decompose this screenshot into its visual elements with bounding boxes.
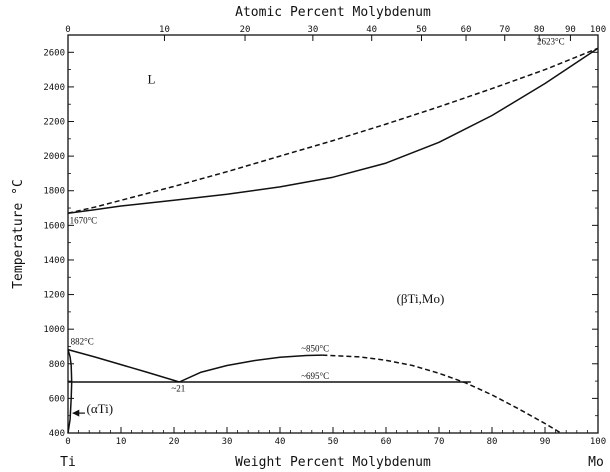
y-tick-label: 2400 <box>43 83 65 93</box>
x-tick-label: 100 <box>590 437 606 447</box>
annotation-label: 1670°C <box>70 216 98 226</box>
x2-tick-label: 70 <box>499 25 510 35</box>
y-tick-label: 2000 <box>43 152 65 162</box>
phase-boundary-4 <box>178 354 323 383</box>
x-tick-label: 20 <box>169 437 180 447</box>
y-tick-label: 1000 <box>43 325 65 335</box>
x-tick-label: 60 <box>381 437 392 447</box>
x-tick-label: 0 <box>65 437 70 447</box>
x2-tick-label: 90 <box>565 25 576 35</box>
x2-tick-label: 50 <box>416 25 427 35</box>
y-tick-label: 2200 <box>43 118 65 128</box>
phase-boundary-7 <box>67 349 73 434</box>
x2-tick-label: 100 <box>590 25 606 35</box>
phase-boundary-2 <box>67 47 599 214</box>
x-axis-title: Weight Percent Molybdenum <box>235 455 431 470</box>
phase-region-label: (βTi,Mo) <box>397 291 445 306</box>
x2-tick-label: 20 <box>240 25 251 35</box>
x-tick-label: 40 <box>275 437 286 447</box>
x-tick-label: 90 <box>540 437 551 447</box>
annotation-label: 882°C <box>71 337 94 347</box>
phase-boundary-3 <box>67 348 180 383</box>
series-layer <box>67 47 599 434</box>
annotation-label: ~21 <box>171 383 185 393</box>
y-tick-label: 1600 <box>43 221 65 231</box>
x-tick-label: 80 <box>487 437 498 447</box>
y-tick-label: 800 <box>49 360 65 370</box>
phase-boundary-5 <box>322 354 562 434</box>
y-tick-label: 600 <box>49 394 65 404</box>
phase-region-label: (αTi) <box>87 401 114 416</box>
labels-layer: 1670°C 2623°C 882°C ~850°C ~695°C ~21 L (βTi,Mo… <box>70 37 565 417</box>
x-tick-label: 10 <box>116 437 127 447</box>
y-tick-label: 1400 <box>43 256 65 266</box>
y-tick-label: 1200 <box>43 291 65 301</box>
alpha-ti-arrowhead <box>72 409 80 417</box>
x2-tick-label: 0 <box>65 25 70 35</box>
x2-tick-label: 80 <box>534 25 545 35</box>
liquid-region-label: L <box>148 71 156 86</box>
ticks-layer: 0 10 20 30 40 50 60 70 80 90 1000 10 20 30 40 50 60 70 80 9… <box>43 25 606 447</box>
y-tick-label: 400 <box>49 429 65 439</box>
top-axis-title: Atomic Percent Molybdenum <box>235 5 431 20</box>
x2-tick-label: 10 <box>159 25 170 35</box>
x-tick-label: 70 <box>434 437 445 447</box>
y-axis-title: Temperature °C <box>11 179 26 289</box>
x2-tick-label: 40 <box>366 25 377 35</box>
x2-tick-label: 60 <box>461 25 472 35</box>
annotation-label: 2623°C <box>537 37 565 47</box>
phase-boundary-1 <box>67 47 599 214</box>
ti-endpoint-label: Ti <box>60 455 76 470</box>
x2-tick-label: 30 <box>307 25 318 35</box>
y-tick-label: 1800 <box>43 187 65 197</box>
annotation-label: ~850°C <box>301 344 329 354</box>
x-tick-label: 50 <box>328 437 339 447</box>
y-tick-label: 2600 <box>43 48 65 58</box>
plot-frame <box>67 34 599 434</box>
annotation-label: ~695°C <box>301 371 329 381</box>
mo-endpoint-label: Mo <box>588 455 604 470</box>
x-tick-label: 30 <box>222 437 233 447</box>
